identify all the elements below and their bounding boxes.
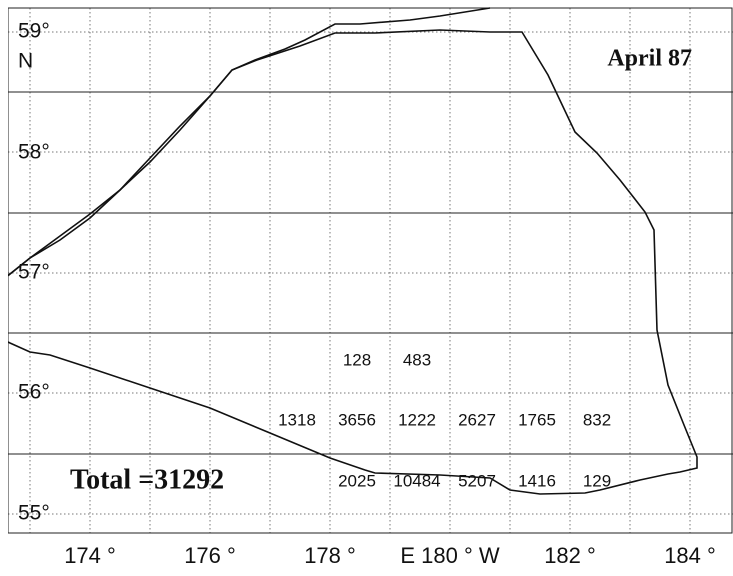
total-label: Total =31292 bbox=[70, 464, 224, 495]
lat-label: N bbox=[18, 50, 33, 73]
lat-label: 57° bbox=[18, 261, 50, 284]
cell-count: 2627 bbox=[458, 410, 496, 429]
cell-count: 483 bbox=[403, 350, 431, 369]
lon-label: 182 ° bbox=[544, 543, 596, 568]
cell-count: 10484 bbox=[393, 471, 440, 490]
lat-label: 55° bbox=[18, 502, 50, 525]
cell-lines bbox=[8, 91, 733, 455]
survey-boundary bbox=[0, 29, 698, 495]
cell-count: 1416 bbox=[518, 471, 556, 490]
lon-label: 178 ° bbox=[304, 543, 356, 568]
lon-label: E 180 ° W bbox=[400, 543, 500, 568]
cell-count: 1222 bbox=[398, 410, 436, 429]
cell-count: 1318 bbox=[278, 410, 316, 429]
cell-count: 128 bbox=[343, 350, 371, 369]
cell-count: 2025 bbox=[338, 471, 376, 490]
cell-count: 5207 bbox=[458, 471, 496, 490]
lat-label: 56° bbox=[18, 381, 50, 404]
cell-count: 1765 bbox=[518, 410, 556, 429]
lon-label: 174 ° bbox=[64, 543, 116, 568]
cell-count: 129 bbox=[583, 471, 611, 490]
map-title: April 87 bbox=[607, 46, 692, 72]
lon-label: 176 ° bbox=[184, 543, 236, 568]
lon-label: 184 ° bbox=[664, 543, 716, 568]
lat-label: 59° bbox=[18, 20, 50, 43]
grid bbox=[8, 8, 733, 533]
lat-label: 58° bbox=[18, 141, 50, 164]
cell-count: 832 bbox=[583, 410, 611, 429]
survey-outline bbox=[0, 7, 491, 283]
cell-count: 3656 bbox=[338, 410, 376, 429]
margin bbox=[0, 0, 8, 576]
